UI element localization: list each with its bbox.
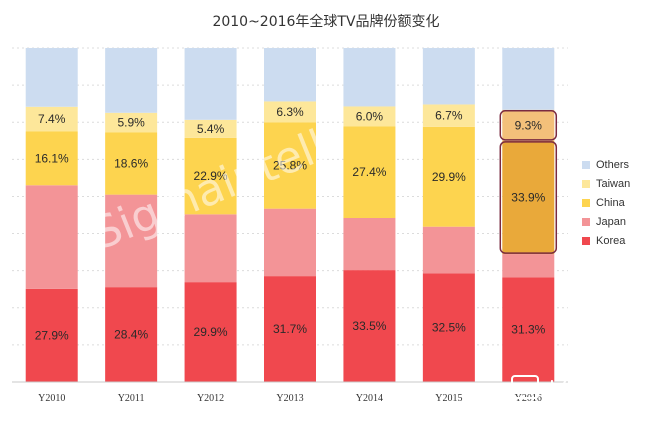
legend-label-others: Others: [596, 159, 630, 171]
legend-label-korea: Korea: [596, 235, 626, 247]
bar-segment-korea-y2016: [502, 277, 555, 382]
highlight-group: [499, 110, 558, 254]
site-logo: FPD 中华显示网 www.chinafpd.net: [511, 375, 624, 413]
data-label-korea-y2013: 31.7%: [273, 322, 307, 336]
bar-segment-china-y2015: [422, 126, 475, 227]
logo-badge-text: FPD: [516, 384, 534, 393]
legend-label-china: China: [596, 197, 626, 209]
x-tick-label: Y2014: [356, 393, 383, 404]
bar-segment-others-y2014: [343, 48, 396, 107]
data-label-china-y2015: 29.9%: [432, 170, 466, 184]
bar-segment-taiwan-y2015: [422, 104, 475, 127]
x-tick-label: Y2013: [276, 393, 303, 404]
data-label-taiwan-y2016: 9.3%: [515, 118, 543, 132]
data-label-korea-y2016: 31.3%: [511, 323, 545, 337]
bar-segment-taiwan-y2014: [343, 106, 396, 127]
bar-segment-korea-y2013: [264, 276, 316, 382]
bar-segment-japan-y2016: [502, 254, 555, 278]
logo-badge-icon: [511, 375, 539, 399]
bar-segment-taiwan-y2011: [105, 112, 158, 133]
data-label-taiwan-y2010: 7.4%: [38, 112, 66, 126]
bar-segment-japan-y2010: [25, 185, 78, 289]
data-label-china-y2010: 16.1%: [35, 151, 69, 165]
bar-segment-taiwan-y2010: [25, 106, 78, 132]
bar-segment-china-y2013: [264, 122, 316, 209]
highlight-box-china: [499, 141, 558, 254]
bar-segment-japan-y2014: [343, 218, 396, 271]
bar-segment-china-y2012: [184, 137, 237, 215]
data-label-korea-y2010: 27.9%: [35, 328, 69, 342]
bar-segment-others-y2013: [264, 48, 316, 102]
bar-segment-korea-y2015: [422, 273, 475, 382]
bar-segment-korea-y2011: [105, 287, 158, 382]
x-tick-label: Y2012: [197, 393, 224, 404]
segment-labels: 27.9% 16.1% 7.4% 28.4% 18.6% 5.9% 29.9% 22.9% 5.…: [35, 105, 546, 342]
bar-segment-others-y2015: [422, 48, 475, 105]
logo-sub-text: www.chinafpd.net: [524, 402, 620, 413]
legend-swatch-others: [582, 161, 590, 169]
data-label-china-y2016: 33.9%: [511, 190, 545, 204]
data-label-korea-y2012: 29.9%: [194, 325, 228, 339]
x-axis-ticks: Y2010 Y2011 Y2012 Y2013 Y2014 Y2015 Y2016: [38, 393, 542, 404]
bar-segment-others-y2010: [25, 48, 78, 107]
legend-label-japan: Japan: [596, 216, 626, 228]
bar-segment-japan-y2012: [184, 214, 237, 283]
bar-segment-korea-y2010: [25, 288, 78, 382]
bar-segment-taiwan-y2012: [184, 119, 237, 138]
bar-segment-japan-y2013: [264, 208, 316, 277]
data-label-taiwan-y2012: 5.4%: [197, 122, 225, 136]
bar-segment-japan-y2011: [105, 194, 158, 288]
bars-group: [25, 48, 555, 382]
data-label-china-y2014: 27.4%: [352, 165, 386, 179]
data-label-china-y2013: 25.8%: [273, 159, 307, 173]
data-label-taiwan-y2015: 6.7%: [435, 109, 463, 123]
bar-segment-china-y2010: [25, 131, 78, 186]
bar-segment-others-y2016: [502, 48, 555, 110]
x-tick-label: Y2015: [435, 393, 462, 404]
bar-segment-china-y2011: [105, 132, 158, 195]
legend-swatch-korea: [582, 237, 590, 245]
logo-main-text: 中华显示网: [544, 379, 624, 398]
data-label-china-y2012: 22.9%: [194, 169, 228, 183]
legend: Others Taiwan China Japan Korea: [582, 159, 630, 247]
bar-segment-china-y2014: [343, 126, 396, 219]
data-label-taiwan-y2014: 6.0%: [356, 109, 384, 123]
bar-segment-korea-y2012: [184, 282, 237, 382]
legend-label-taiwan: Taiwan: [596, 178, 630, 190]
legend-swatch-china: [582, 199, 590, 207]
data-label-china-y2011: 18.6%: [114, 157, 148, 171]
data-label-korea-y2011: 28.4%: [114, 328, 148, 342]
bar-segment-others-y2011: [105, 48, 158, 113]
bar-segment-china-y2016: [502, 140, 555, 255]
bar-segment-korea-y2014: [343, 270, 396, 382]
data-label-korea-y2014: 33.5%: [352, 319, 386, 333]
chart-title: 2010~2016年全球TV品牌份额变化: [212, 13, 439, 30]
legend-swatch-taiwan: [582, 180, 590, 188]
bar-segment-taiwan-y2016: [502, 109, 555, 141]
bar-segment-taiwan-y2013: [264, 101, 316, 123]
data-label-taiwan-y2011: 5.9%: [117, 116, 145, 130]
highlight-box-taiwan: [499, 110, 558, 141]
x-tick-label: Y2011: [118, 393, 145, 404]
x-tick-label: Y2010: [38, 393, 65, 404]
bar-segment-japan-y2015: [422, 226, 475, 274]
data-label-taiwan-y2013: 6.3%: [276, 105, 304, 119]
data-label-korea-y2015: 32.5%: [432, 321, 466, 335]
bar-segment-others-y2012: [184, 48, 237, 120]
legend-swatch-japan: [582, 218, 590, 226]
